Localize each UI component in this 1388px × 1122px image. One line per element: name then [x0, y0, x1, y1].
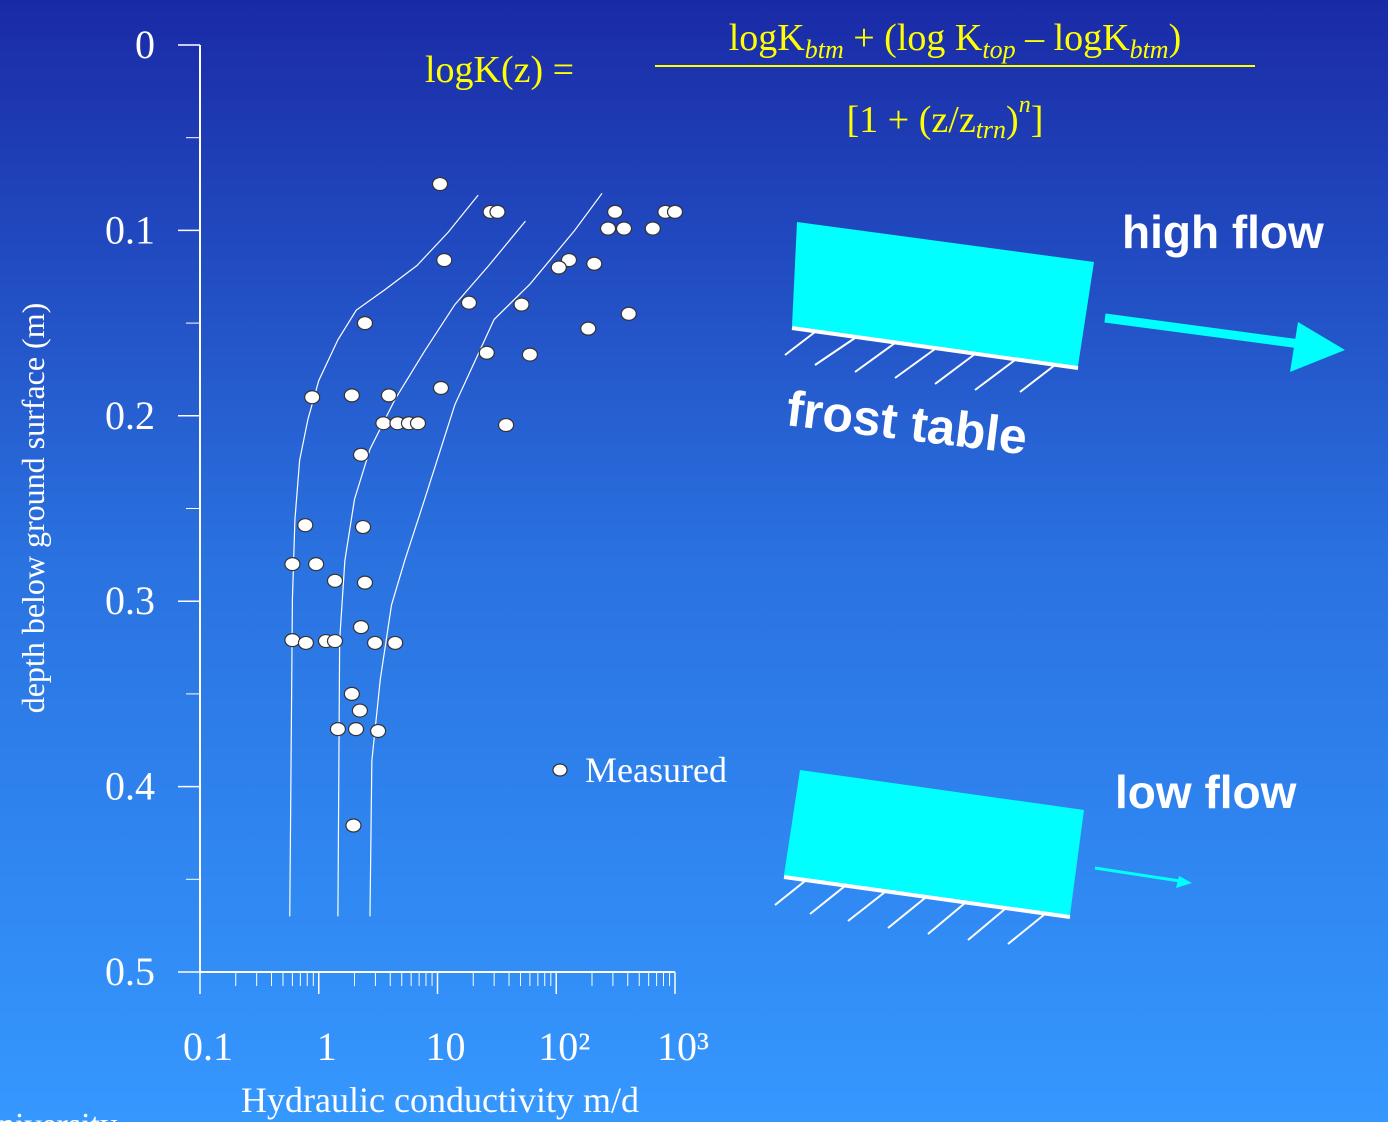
y-tick-label: 0.1 — [105, 207, 155, 252]
formula-part: ) — [1006, 99, 1019, 141]
formula-part: n — [1019, 92, 1031, 118]
y-tick-label: 0.2 — [105, 393, 155, 438]
data-point — [345, 818, 362, 833]
data-point — [380, 388, 398, 403]
frost-table-line — [791, 326, 1079, 370]
formula-part: – logK — [1016, 17, 1131, 59]
data-point — [409, 416, 427, 431]
data-point — [489, 204, 506, 219]
data-point — [356, 316, 374, 331]
data-point — [366, 635, 384, 651]
data-point — [352, 447, 370, 462]
hatching — [774, 880, 1046, 945]
formula-denominator: [1 + (z/ztrn)n] — [847, 92, 1044, 144]
low-flow-label: low flow — [1115, 766, 1297, 818]
data-point — [284, 633, 301, 648]
data-point — [436, 252, 453, 268]
y-tick-label: 0 — [135, 22, 155, 67]
x-tick-label: 1 — [317, 1024, 337, 1069]
formula-part: + (log K — [844, 17, 983, 59]
data-point — [343, 686, 360, 702]
formula-part: ] — [1031, 99, 1044, 141]
arrow-head — [1290, 322, 1345, 372]
formula-part: top — [982, 35, 1015, 64]
data-point — [432, 380, 450, 396]
y-tick-label: 0.5 — [105, 949, 155, 994]
formula-lhs: logK(z) = — [425, 49, 574, 91]
data-point — [356, 575, 374, 590]
data-point — [666, 204, 684, 219]
data-point — [521, 347, 539, 362]
y-tick-label: 0.3 — [105, 578, 155, 623]
formula: logK(z) = logKbtm + (log Ktop – logKbtm)… — [425, 17, 1255, 144]
data-point — [431, 176, 449, 192]
flow-arrow — [1094, 866, 1181, 883]
data-point — [375, 416, 392, 431]
formula-part: btm — [1130, 35, 1169, 64]
data-point — [329, 722, 347, 737]
data-point — [460, 295, 478, 310]
data-point — [615, 221, 633, 236]
flow-arrow — [1104, 313, 1301, 349]
data-point — [550, 260, 567, 275]
data-point — [586, 256, 603, 271]
formula-part: trn — [976, 115, 1006, 144]
fit-curve — [369, 192, 603, 917]
data-point — [326, 573, 344, 588]
data-point — [644, 221, 661, 236]
plot: 0 0.1 0.2 0.3 0.4 0.5 0.1 1 10 10² 10³ Hydraulic co… — [15, 22, 727, 1120]
data-point — [580, 321, 597, 336]
formula-numerator: logKbtm + (log Ktop – logKbtm) — [729, 17, 1181, 64]
data-point — [513, 297, 530, 312]
legend-label: Measured — [585, 750, 727, 790]
legend-marker — [552, 763, 568, 777]
data-point — [497, 417, 515, 433]
fit-curve — [289, 194, 479, 917]
data-point — [478, 345, 495, 360]
data-point — [343, 388, 360, 403]
frost-table-line — [783, 875, 1071, 919]
data-point — [354, 519, 372, 535]
data-point — [308, 557, 325, 572]
y-tick-label: 0.4 — [105, 764, 155, 809]
data-point — [387, 635, 404, 651]
data-point — [352, 620, 370, 635]
data-point — [620, 306, 637, 321]
hatching — [784, 331, 1056, 393]
high-flow-diagram: high flow frost table — [784, 206, 1345, 465]
data-point — [599, 221, 617, 236]
high-flow-label: high flow — [1122, 206, 1324, 258]
x-tick-label: 10² — [538, 1024, 590, 1069]
data-point — [326, 633, 344, 649]
arrow-head — [1176, 876, 1192, 888]
data-point — [297, 518, 314, 533]
x-tick-label: 10³ — [657, 1024, 709, 1069]
soil-block — [784, 770, 1084, 915]
formula-part: logK — [729, 17, 806, 59]
low-flow-diagram: low flow — [774, 766, 1297, 945]
data-point — [297, 635, 315, 651]
formula-part: ) — [1169, 17, 1182, 59]
formula-part: btm — [805, 35, 844, 64]
data-point — [284, 557, 301, 572]
x-tick-label: 10 — [426, 1024, 466, 1069]
x-axis-label: Hydraulic conductivity m/d — [241, 1080, 639, 1120]
data-point — [369, 723, 387, 739]
formula-part: [1 + (z/z — [847, 99, 976, 141]
data-point — [351, 703, 368, 718]
data-point — [304, 390, 321, 405]
y-axis-label: depth below ground surface (m) — [15, 303, 51, 714]
footer: niversity — [0, 1107, 117, 1122]
x-tick-label: 0.1 — [183, 1024, 233, 1069]
data-point — [347, 722, 365, 737]
data-point — [606, 204, 624, 219]
soil-block — [792, 222, 1094, 366]
